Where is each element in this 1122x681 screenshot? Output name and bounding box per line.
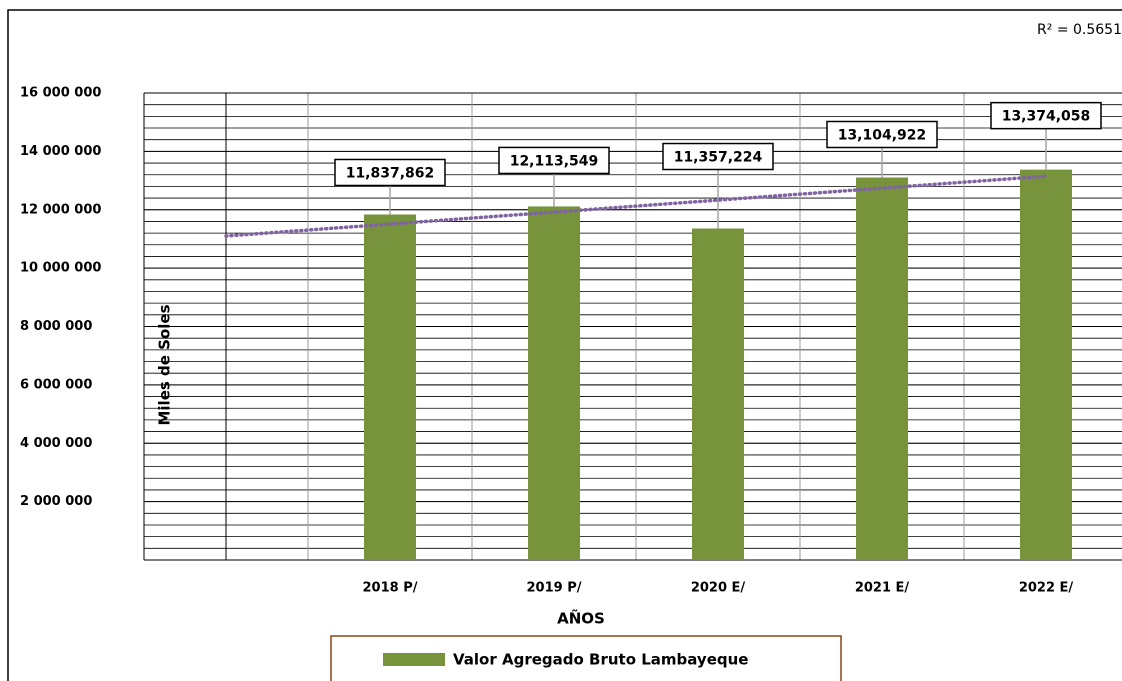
- y-tick-label: 6 000 000: [20, 377, 92, 392]
- data-label-box: [826, 120, 938, 149]
- bar: [528, 206, 580, 560]
- y-axis-title: Miles de Soles: [156, 304, 174, 425]
- bar: [692, 228, 744, 560]
- legend-swatch: [383, 653, 445, 666]
- y-tick-label: 16 000 000: [20, 86, 101, 101]
- bar: [364, 214, 416, 560]
- x-axis-title: AÑOS: [557, 609, 605, 628]
- marks: 11,837,862 12,113,549 11,357,224 13,104,922…: [224, 101, 1102, 560]
- y-tick-label: 2 000 000: [20, 494, 92, 509]
- x-tick-label: 2018 P/: [363, 581, 418, 596]
- data-label: 13,374,058: [1002, 109, 1091, 125]
- data-label: 11,837,862: [346, 165, 435, 181]
- legend-label: Valor Agregado Bruto Lambayeque: [453, 651, 748, 669]
- data-label: 13,104,922: [838, 128, 927, 144]
- data-label-box: [334, 158, 446, 187]
- x-tick-label: 2022 E/: [1019, 581, 1074, 596]
- data-label: 12,113,549: [510, 153, 599, 169]
- bar: [1020, 169, 1072, 560]
- y-tick-label: 12 000 000: [20, 202, 101, 217]
- x-tick-label: 2020 E/: [691, 581, 746, 596]
- data-label-box: [990, 101, 1102, 130]
- y-tick-label: 14 000 000: [20, 144, 101, 159]
- x-tick-label: 2019 P/: [527, 581, 582, 596]
- data-label-box: [662, 142, 774, 171]
- x-tick-label: 2021 E/: [855, 581, 910, 596]
- y-tick-label: 8 000 000: [20, 319, 92, 334]
- y-tick-label: 10 000 000: [20, 261, 101, 276]
- trendline: [224, 174, 1048, 238]
- bar: [856, 177, 908, 560]
- y-tick-label: 4 000 000: [20, 436, 92, 451]
- r-squared: R² = 0.5651: [1037, 22, 1122, 38]
- data-label-box: [498, 146, 610, 175]
- grid: [143, 92, 1122, 561]
- data-label: 11,357,224: [674, 150, 763, 166]
